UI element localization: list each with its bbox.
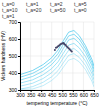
x-axis: 300350400450500550600650 <box>16 90 99 98</box>
tick-label: 450 <box>48 92 57 98</box>
curve <box>20 38 94 80</box>
annotation: t_a=0 <box>74 7 87 13</box>
tick-label: 300 <box>9 87 18 93</box>
tick-label: 650 <box>90 92 99 98</box>
tick: 350 <box>27 90 36 98</box>
tick-mark <box>18 56 20 57</box>
tick-mark <box>18 39 20 40</box>
grid-line <box>20 39 94 40</box>
tick: 550 <box>69 90 78 98</box>
curve <box>20 54 94 90</box>
tick-mark <box>18 73 20 74</box>
y-axis-title: Vickers hardness (HV) <box>0 31 6 81</box>
scatter-point <box>54 49 56 51</box>
tick-mark <box>18 90 20 91</box>
grid-line <box>20 56 94 57</box>
tick: 300 <box>16 90 25 98</box>
grid-line <box>20 22 94 23</box>
tick: 450 <box>48 90 57 98</box>
chart: 300350400450500550600650300400500600700t… <box>0 0 100 107</box>
tick: 650 <box>90 90 99 98</box>
tick: 400 <box>37 90 46 98</box>
annotation: t_a=50 <box>50 7 66 13</box>
tick-label: 700 <box>9 19 18 25</box>
axis-line <box>18 23 21 91</box>
tick-label: 600 <box>9 36 18 42</box>
curve <box>20 58 94 89</box>
tick: 600 <box>9 36 20 42</box>
tick-label: 300 <box>16 92 25 98</box>
tick: 300 <box>9 87 20 93</box>
curve <box>20 49 94 87</box>
curve <box>20 34 94 77</box>
tick: 600 <box>80 90 89 98</box>
tick-label: 350 <box>27 92 36 98</box>
tick: 500 <box>59 90 68 98</box>
annotation: t_a=20 <box>26 7 42 13</box>
scatter-point <box>64 43 66 45</box>
grid-line <box>20 73 94 74</box>
scatter-point <box>63 43 65 45</box>
plot-area <box>20 31 94 90</box>
tick-label: 600 <box>80 92 89 98</box>
tick-label: 550 <box>69 92 78 98</box>
y-axis: 300 400 500 600 700 <box>9 19 21 93</box>
scatter-point <box>62 42 64 44</box>
tick-label: 500 <box>59 92 68 98</box>
tick-label: 400 <box>9 70 18 76</box>
tick: 700 <box>9 19 20 25</box>
tick-label: 400 <box>37 92 46 98</box>
annotation: t_a=1 <box>2 13 15 19</box>
scatter-point <box>71 51 73 53</box>
tick: 400 <box>9 70 20 76</box>
tick: 500 <box>9 53 20 59</box>
annotations: t_a=0t_a=1t_a=2t_a=5t_a=10t_a=20t_a=50t_… <box>2 1 87 19</box>
x-axis-title: tempering temperature (°C) <box>27 100 88 106</box>
tick-label: 500 <box>9 53 18 59</box>
tick-mark <box>18 22 20 23</box>
grid <box>20 22 94 90</box>
curve <box>20 43 94 83</box>
